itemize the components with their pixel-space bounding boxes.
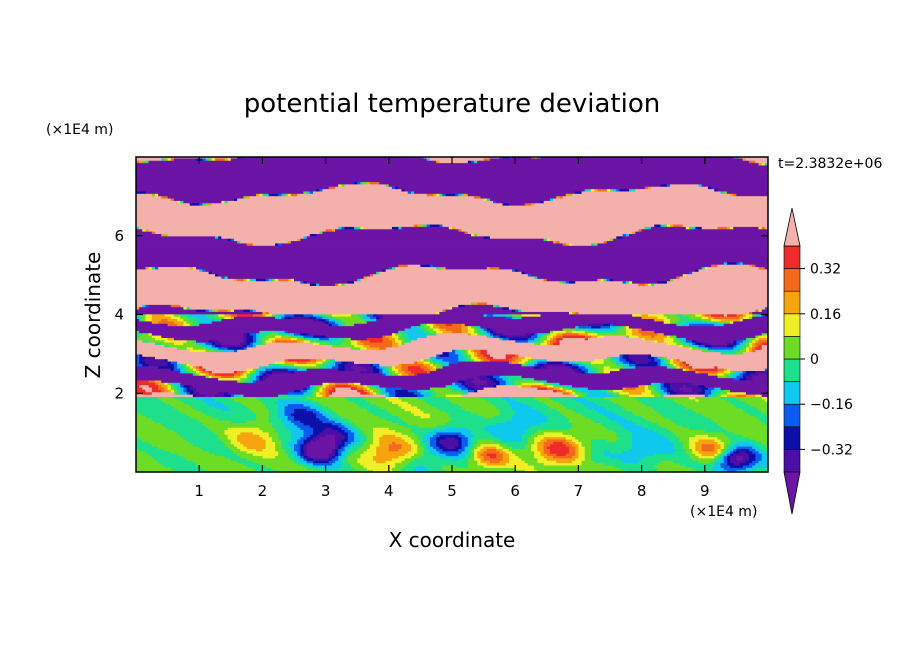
x-axis-ticks: 1 2 3 4 5 6 7 8 9: [194, 157, 710, 500]
chart-title: potential temperature deviation: [244, 89, 660, 119]
colorbar-over-triangle: [783, 207, 801, 247]
x-tick-label: 9: [700, 482, 710, 500]
colorbar-segment: [783, 290, 801, 315]
colorbar-segment: [783, 313, 801, 337]
colorbar-segment: [783, 449, 801, 473]
y-axis-unit-label: (×1E4 m): [46, 122, 113, 138]
colorbar-segment: [783, 381, 801, 405]
colorbar-tick-label: 0: [810, 352, 819, 368]
x-axis-unit-label: (×1E4 m): [690, 504, 757, 520]
x-tick-label: 1: [194, 482, 204, 500]
colorbar-tick-label: 0.16: [810, 307, 841, 323]
colorbar-segment: [783, 336, 801, 360]
y-tick-label: 2: [114, 384, 124, 402]
y-axis-ticks: 2 4 6: [114, 227, 768, 402]
x-tick-label: 5: [447, 482, 457, 500]
colorbar-tick-label: 0.32: [810, 262, 841, 278]
x-axis-label: X coordinate: [389, 528, 516, 552]
y-axis-label: Z coordinate: [81, 252, 105, 379]
x-tick-label: 4: [384, 482, 394, 500]
x-tick-label: 7: [574, 482, 584, 500]
colorbar-tick-label: −0.32: [810, 442, 853, 458]
x-tick-label: 3: [321, 482, 331, 500]
colorbar-under-triangle: [783, 471, 801, 515]
colorbar-segment: [783, 245, 801, 269]
contour-field: [136, 157, 768, 472]
x-tick-label: 6: [510, 482, 520, 500]
x-tick-label: 8: [637, 482, 647, 500]
colorbar: 0.32 0.16 0 −0.16 −0.32: [783, 207, 853, 515]
colorbar-segment: [783, 426, 801, 450]
colorbar-segment: [783, 403, 801, 428]
time-label: t=2.3832e+06: [778, 156, 882, 172]
y-tick-label: 4: [114, 306, 124, 324]
colorbar-segment: [783, 358, 801, 382]
colorbar-segment: [783, 268, 801, 292]
colorbar-tick-label: −0.16: [810, 397, 853, 413]
x-tick-label: 2: [258, 482, 268, 500]
y-tick-label: 6: [114, 227, 124, 245]
